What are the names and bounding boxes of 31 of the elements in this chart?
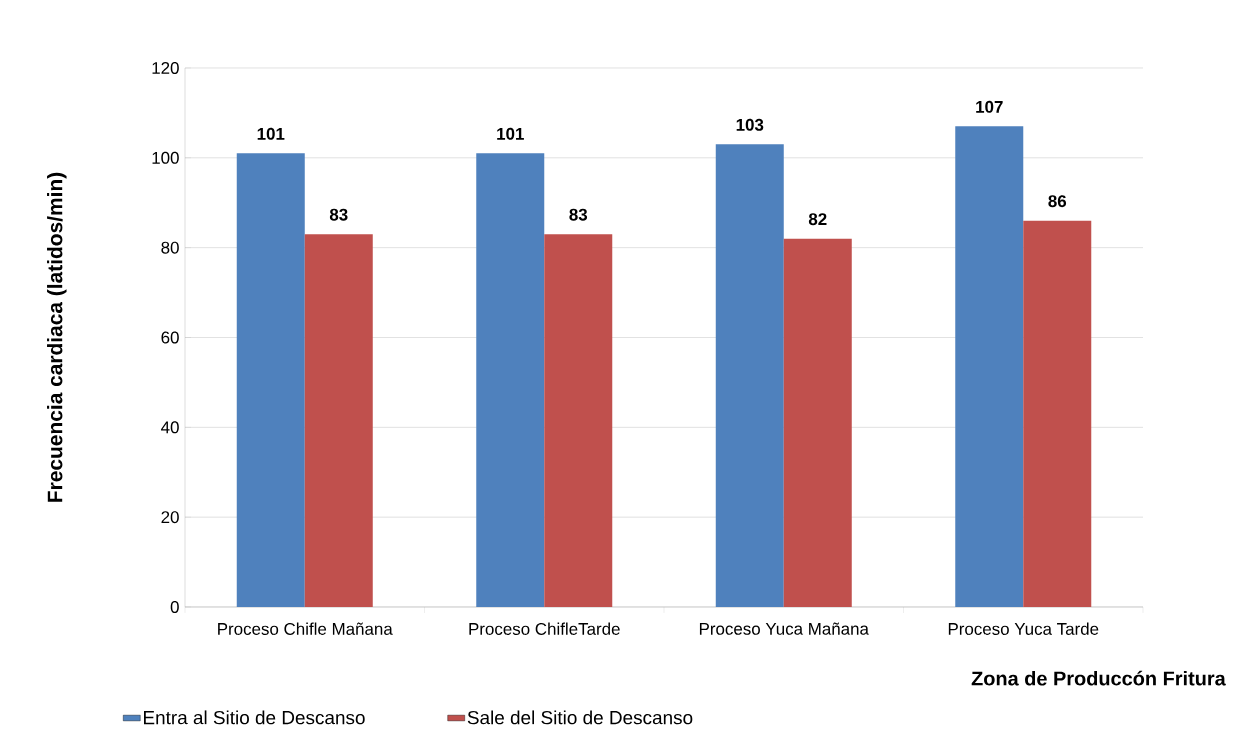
y-axis-title: Frecuencia cardiaca (latidos/min) — [47, 172, 67, 502]
bar — [304, 234, 373, 607]
data-label: 82 — [808, 213, 827, 226]
x-tick-label: Proceso Yuca Tarde — [948, 622, 1099, 635]
bar — [955, 126, 1024, 607]
data-label: 103 — [736, 118, 764, 131]
bar — [544, 234, 613, 607]
data-label: 107 — [976, 100, 1003, 113]
legend-label: Sale del Sitio de Descanso — [467, 710, 693, 725]
data-label: 83 — [569, 208, 588, 221]
x-tick-label: Proceso ChifleTarde — [469, 622, 620, 635]
data-label: 101 — [497, 127, 524, 140]
bar — [715, 144, 784, 607]
data-label: 86 — [1048, 195, 1067, 208]
bar — [1023, 220, 1092, 607]
x-tick-label: Proceso Yuca Mañana — [699, 622, 869, 635]
data-label: 83 — [329, 208, 348, 221]
bar — [236, 153, 305, 607]
y-tick-label: 60 — [161, 331, 179, 344]
y-tick-label: 0 — [170, 600, 179, 613]
bar — [783, 238, 852, 607]
y-tick-label: 20 — [161, 511, 179, 524]
x-tick-label: Proceso Chifle Mañana — [218, 622, 393, 635]
x-axis-title: Zona de Produccón Fritura — [971, 670, 1226, 686]
y-tick-label: 80 — [161, 241, 179, 254]
y-tick-label: 40 — [161, 421, 179, 434]
bar — [476, 153, 545, 607]
legend-label: Entra al Sitio de Descanso — [144, 710, 365, 725]
data-label: 101 — [257, 127, 285, 140]
y-tick-label: 100 — [152, 151, 179, 164]
y-tick-label: 120 — [152, 61, 179, 74]
